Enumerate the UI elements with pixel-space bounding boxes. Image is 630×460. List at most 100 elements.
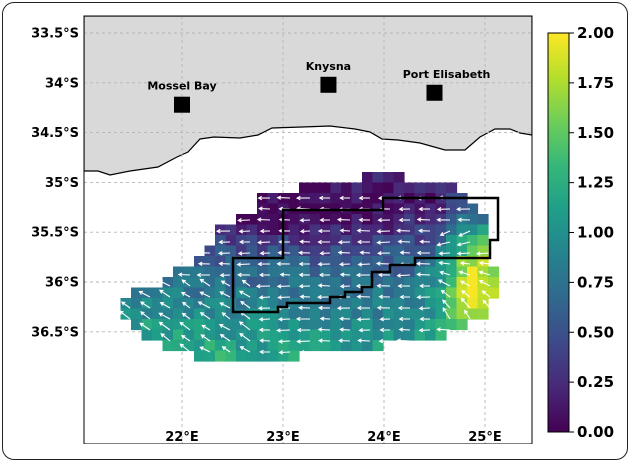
- vector-arrow: [418, 328, 431, 333]
- vector-arrow: [295, 316, 311, 322]
- data-cell: [425, 235, 437, 247]
- vector-arrow: [456, 241, 471, 247]
- data-cell: [309, 319, 321, 331]
- data-cell: [309, 277, 321, 289]
- vector-arrow: [460, 297, 471, 309]
- vector-arrow: [217, 251, 231, 256]
- vector-arrow: [482, 299, 491, 309]
- data-cell: [446, 214, 458, 226]
- vector-arrow: [419, 283, 431, 289]
- data-cell: [446, 308, 458, 320]
- data-cell: [330, 256, 342, 268]
- data-cell: [194, 287, 206, 299]
- data-cell: [257, 308, 269, 320]
- data-cell: [477, 214, 489, 226]
- current-vectors: [118, 195, 491, 355]
- latitude-labels: 33.5°S 34°S 34.5°S 35°S 35.5°S 36°S 36.5°S: [31, 27, 79, 341]
- vector-arrow: [258, 295, 271, 300]
- data-cell: [288, 329, 300, 341]
- vector-arrow: [438, 260, 451, 266]
- place-label: Port Elisabeth: [403, 68, 491, 81]
- data-cell: [351, 256, 363, 268]
- vector-arrow: [180, 334, 191, 342]
- vector-arrow: [399, 250, 411, 255]
- data-cell: [362, 319, 374, 331]
- data-cell: [330, 193, 342, 205]
- data-cell: [467, 224, 479, 236]
- data-cell: [173, 266, 185, 278]
- data-cell: [183, 319, 195, 331]
- data-cell: [309, 214, 321, 226]
- data-cell: [278, 298, 290, 310]
- data-cell: [246, 235, 258, 247]
- vector-arrow: [339, 195, 350, 201]
- data-cell: [446, 224, 458, 236]
- vector-arrow: [257, 240, 271, 245]
- vector-arrow: [397, 305, 410, 311]
- data-cell: [141, 287, 153, 299]
- vector-arrow: [396, 228, 411, 233]
- data-cell: [162, 287, 174, 299]
- data-cell: [131, 308, 143, 320]
- data-cell: [435, 329, 447, 341]
- data-cell: [120, 308, 132, 320]
- data-cell: [372, 308, 384, 320]
- vector-arrow: [299, 218, 311, 223]
- data-cell: [278, 256, 290, 268]
- data-cell: [204, 245, 216, 257]
- vector-arrow: [358, 328, 371, 333]
- data-cell: [372, 298, 384, 310]
- data-cell: [257, 277, 269, 289]
- data-cell: [383, 308, 395, 320]
- data-cell: [246, 224, 258, 236]
- vector-arrow: [439, 230, 451, 237]
- data-cell: [288, 350, 300, 362]
- vector-arrow: [256, 217, 271, 222]
- colorbar-tick-label: 0.00: [577, 423, 614, 441]
- data-cell: [467, 298, 479, 310]
- data-cell: [299, 214, 311, 226]
- vector-arrow: [240, 300, 251, 309]
- data-cell: [446, 266, 458, 278]
- data-cell: [288, 266, 300, 278]
- data-cell: [393, 287, 405, 299]
- vector-arrow: [138, 290, 151, 298]
- vector-arrow: [378, 338, 391, 344]
- data-cell: [477, 298, 489, 310]
- vector-arrow: [259, 228, 271, 234]
- data-cell: [404, 277, 416, 289]
- vector-arrow: [298, 305, 311, 310]
- data-cell: [225, 308, 237, 320]
- data-cell: [372, 340, 384, 352]
- data-cell: [362, 224, 374, 236]
- vector-arrow: [215, 228, 231, 234]
- vector-arrow: [376, 305, 391, 311]
- vector-arrow: [399, 294, 410, 300]
- data-cell: [425, 182, 437, 194]
- data-cell: [194, 266, 206, 278]
- vector-arrow: [219, 291, 231, 298]
- data-cell: [414, 235, 426, 247]
- data-cell: [152, 319, 164, 331]
- vector-arrow: [276, 328, 291, 333]
- vector-arrow: [237, 218, 251, 223]
- data-cell: [383, 235, 395, 247]
- data-cell: [330, 235, 342, 247]
- data-cell: [236, 277, 248, 289]
- data-cell: [141, 329, 153, 341]
- data-cell: [393, 245, 405, 257]
- vector-arrow: [442, 299, 451, 309]
- data-cell: [404, 224, 416, 236]
- vector-arrow: [278, 339, 291, 344]
- vector-arrow: [379, 317, 391, 322]
- vector-arrow: [298, 284, 311, 289]
- vector-arrow: [357, 239, 371, 245]
- data-cell: [362, 277, 374, 289]
- data-cell: [194, 308, 206, 320]
- data-cell: [299, 329, 311, 341]
- data-cell: [194, 319, 206, 331]
- data-cell: [267, 214, 279, 226]
- data-cell: [351, 277, 363, 289]
- vector-arrow: [317, 262, 331, 267]
- data-cell: [309, 340, 321, 352]
